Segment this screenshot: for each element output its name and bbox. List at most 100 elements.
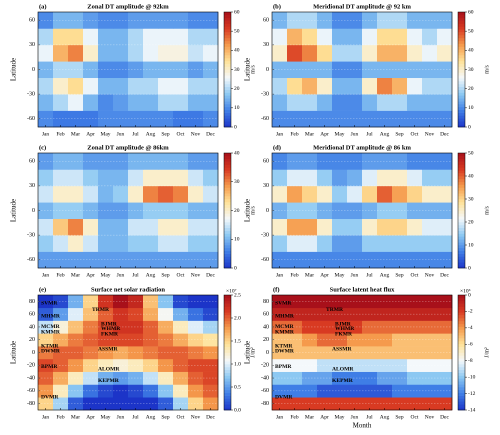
colorbar-step: [458, 86, 465, 90]
y-tick-label: 40: [263, 324, 269, 330]
heat-cell: [188, 28, 204, 46]
colorbar-step: [458, 46, 465, 50]
x-tick-label: Jan: [276, 272, 284, 278]
colorbar-tick-label: 0: [468, 292, 471, 298]
heat-cell: [38, 320, 54, 334]
heat-cell: [143, 333, 159, 347]
colorbar-tick-label: 0.0: [234, 407, 241, 413]
station-label: MHMR: [275, 313, 295, 319]
colorbar-step: [224, 346, 231, 350]
y-tick-label: 30: [29, 183, 35, 189]
heat-cell: [83, 77, 99, 95]
heat-cell: [203, 202, 219, 220]
heat-cell: [128, 44, 144, 62]
heat-cell: [302, 346, 318, 360]
colorbar-step: [458, 245, 465, 249]
colorbar-tick-label: 20: [234, 208, 240, 214]
colorbar-step: [458, 253, 465, 257]
panel: (d) Meridional DT amplitude @ 86 km -60 -30…: [244, 144, 491, 278]
colorbar-tick-label: 10: [468, 242, 474, 248]
y-tick-label: 60: [29, 159, 35, 165]
colorbar-step: [224, 101, 231, 105]
heat-cell: [302, 202, 318, 220]
heat-cell: [188, 251, 204, 269]
heat-cell: [362, 61, 378, 79]
station-label: WHMR: [335, 326, 355, 332]
heat-cell: [98, 346, 114, 360]
heat-cell: [98, 61, 114, 79]
x-tick-label: Dec: [206, 131, 215, 137]
heat-cell: [188, 185, 204, 203]
heat-cell: [362, 320, 378, 334]
panel-title: Meridional DT amplitude @ 92 km: [313, 3, 411, 10]
colorbar-step: [458, 26, 465, 30]
heat-cell: [128, 94, 144, 111]
colorbar-step: [224, 358, 231, 362]
heat-cell: [407, 371, 423, 385]
heat-cell: [53, 295, 69, 309]
colorbar-step: [224, 315, 231, 319]
colorbar-step: [458, 219, 465, 223]
y-tick-label: -80: [27, 401, 35, 407]
colorbar-tick-label: -2: [468, 309, 473, 315]
colorbar-step: [224, 323, 231, 327]
y-tick-label: -30: [27, 233, 35, 239]
heat-cell: [287, 185, 303, 203]
heat-cell: [173, 384, 189, 398]
x-tick-label: Aug: [146, 272, 156, 278]
heat-cell: [53, 153, 69, 170]
colorbar-step: [458, 392, 465, 396]
heat-cell: [98, 397, 114, 411]
colorbar-step: [458, 66, 465, 70]
heat-cell: [347, 235, 363, 252]
heat-cell: [98, 307, 114, 321]
heat-cell: [128, 169, 144, 187]
colorbar-step: [458, 20, 465, 24]
heat-cell: [83, 94, 99, 111]
heat-cell: [377, 397, 393, 411]
heat-cell: [98, 110, 114, 128]
heat-cell: [287, 251, 303, 269]
x-tick-label: May: [334, 414, 344, 420]
panel: (a) Zonal DT amplitude @ 92km -60 -30 0 30 60 L…: [10, 3, 257, 137]
colorbar-step: [458, 227, 465, 231]
heat-cell: [317, 61, 333, 79]
y-tick-label: 0: [32, 208, 35, 214]
colorbar-step: [224, 216, 231, 220]
heat-cell: [317, 94, 333, 111]
heat-cell: [392, 110, 408, 128]
heat-cell: [437, 295, 453, 309]
heat-cell: [362, 28, 378, 46]
heat-cell: [302, 295, 318, 309]
panel-label: (a): [39, 3, 47, 10]
heat-cell: [437, 44, 453, 62]
colorbar-step: [224, 384, 231, 388]
heat-cell: [437, 397, 453, 411]
colorbar-step: [224, 201, 231, 206]
heat-cell: [362, 94, 378, 111]
heat-cell: [113, 358, 129, 372]
heat-cell: [53, 28, 69, 46]
heat-cell: [83, 397, 99, 411]
colorbar-step: [458, 312, 465, 316]
colorbar-step: [224, 378, 231, 382]
heat-cell: [437, 371, 453, 385]
colorbar-step: [458, 60, 465, 65]
heat-cell: [83, 185, 99, 203]
x-tick-label: Jan: [42, 272, 50, 278]
x-tick-label: Aug: [146, 414, 156, 420]
heat-cell: [407, 28, 423, 46]
heat-cell: [98, 94, 114, 111]
heat-cell: [53, 12, 69, 29]
heat-cell: [317, 28, 333, 46]
heat-cell: [437, 61, 453, 79]
x-tick-label: Dec: [440, 131, 449, 137]
colorbar-step: [224, 222, 231, 226]
heat-cell: [272, 251, 288, 269]
x-tick-label: Nov: [191, 414, 201, 420]
x-tick-label: Dec: [206, 414, 215, 420]
colorbar-step: [224, 23, 231, 27]
heat-cell: [113, 77, 129, 95]
heat-cell: [377, 77, 393, 95]
x-tick-label: Oct: [411, 414, 419, 420]
